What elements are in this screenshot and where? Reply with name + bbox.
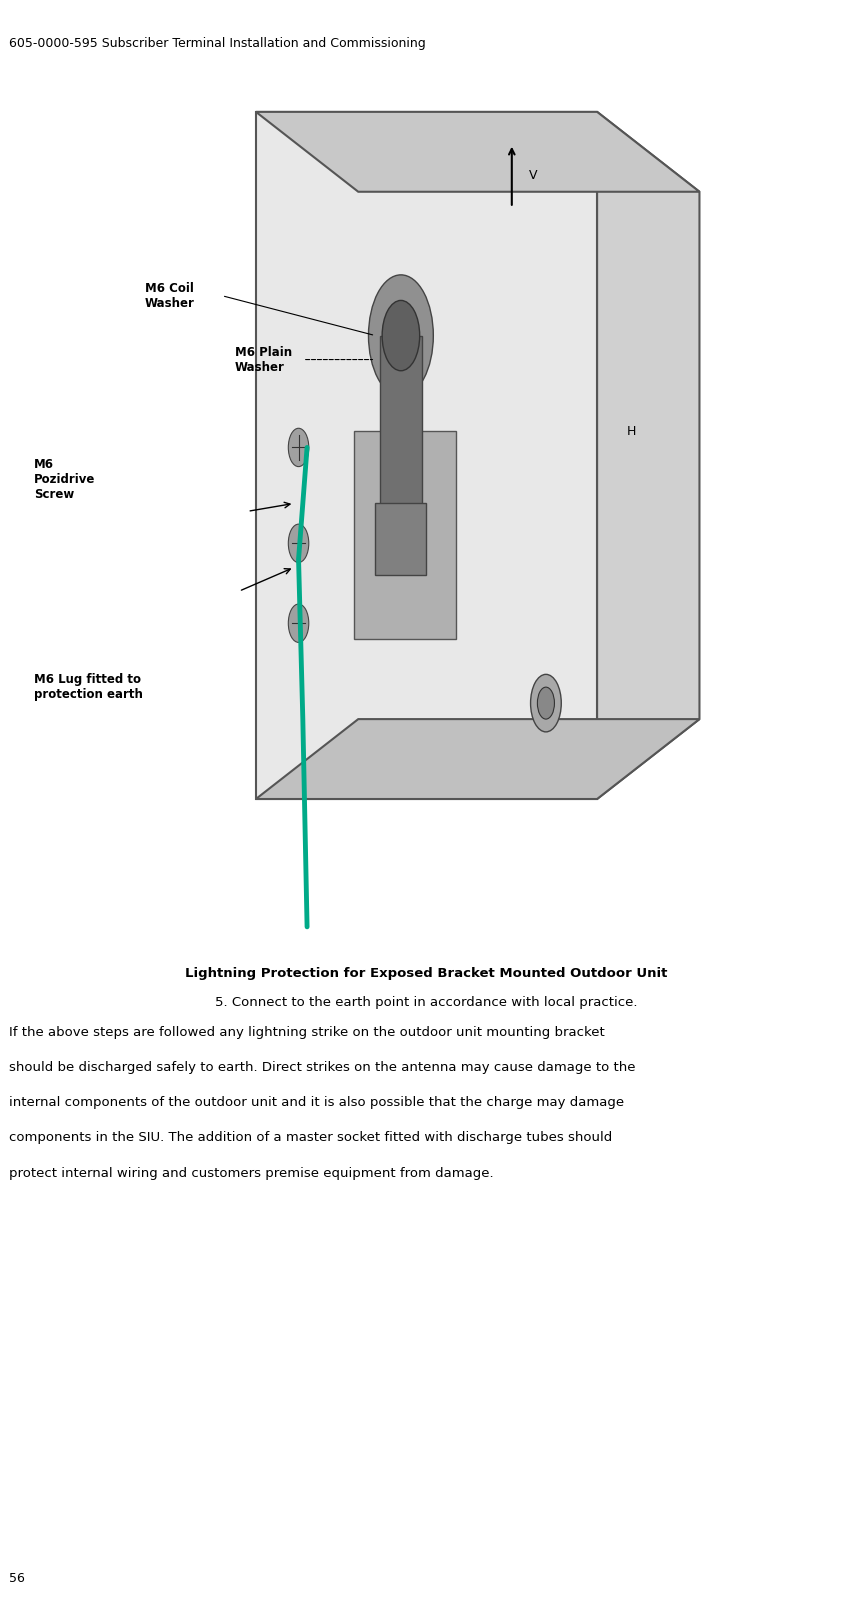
Circle shape: [382, 300, 419, 371]
Polygon shape: [256, 112, 699, 192]
Text: M6 Lug fitted to
protection earth: M6 Lug fitted to protection earth: [34, 673, 143, 702]
Text: 56: 56: [9, 1572, 25, 1585]
Circle shape: [288, 604, 308, 642]
Text: components in the SIU. The addition of a master socket fitted with discharge tub: components in the SIU. The addition of a…: [9, 1131, 611, 1144]
FancyBboxPatch shape: [375, 503, 426, 575]
Polygon shape: [256, 719, 699, 799]
Circle shape: [288, 428, 308, 467]
Text: should be discharged safely to earth. Direct strikes on the antenna may cause da: should be discharged safely to earth. Di…: [9, 1061, 634, 1074]
Text: M6 Plain
Washer: M6 Plain Washer: [234, 345, 291, 374]
Text: M6
Pozidrive
Screw: M6 Pozidrive Screw: [34, 459, 95, 500]
Text: protect internal wiring and customers premise equipment from damage.: protect internal wiring and customers pr…: [9, 1167, 492, 1179]
Text: M6 Coil
Washer: M6 Coil Washer: [145, 281, 194, 310]
Text: H: H: [626, 425, 635, 438]
Text: If the above steps are followed any lightning strike on the outdoor unit mountin: If the above steps are followed any ligh…: [9, 1026, 603, 1039]
Text: internal components of the outdoor unit and it is also possible that the charge : internal components of the outdoor unit …: [9, 1096, 623, 1109]
FancyBboxPatch shape: [256, 112, 596, 799]
Text: V: V: [528, 169, 537, 182]
Text: Lightning Protection for Exposed Bracket Mounted Outdoor Unit: Lightning Protection for Exposed Bracket…: [185, 967, 667, 980]
Circle shape: [530, 674, 561, 732]
Polygon shape: [596, 112, 699, 799]
FancyBboxPatch shape: [379, 336, 422, 511]
Circle shape: [537, 687, 554, 719]
FancyBboxPatch shape: [354, 431, 456, 639]
Text: 605-0000-595 Subscriber Terminal Installation and Commissioning: 605-0000-595 Subscriber Terminal Install…: [9, 37, 425, 50]
Text: 5. Connect to the earth point in accordance with local practice.: 5. Connect to the earth point in accorda…: [215, 996, 637, 1008]
Circle shape: [368, 275, 433, 396]
Circle shape: [288, 524, 308, 562]
